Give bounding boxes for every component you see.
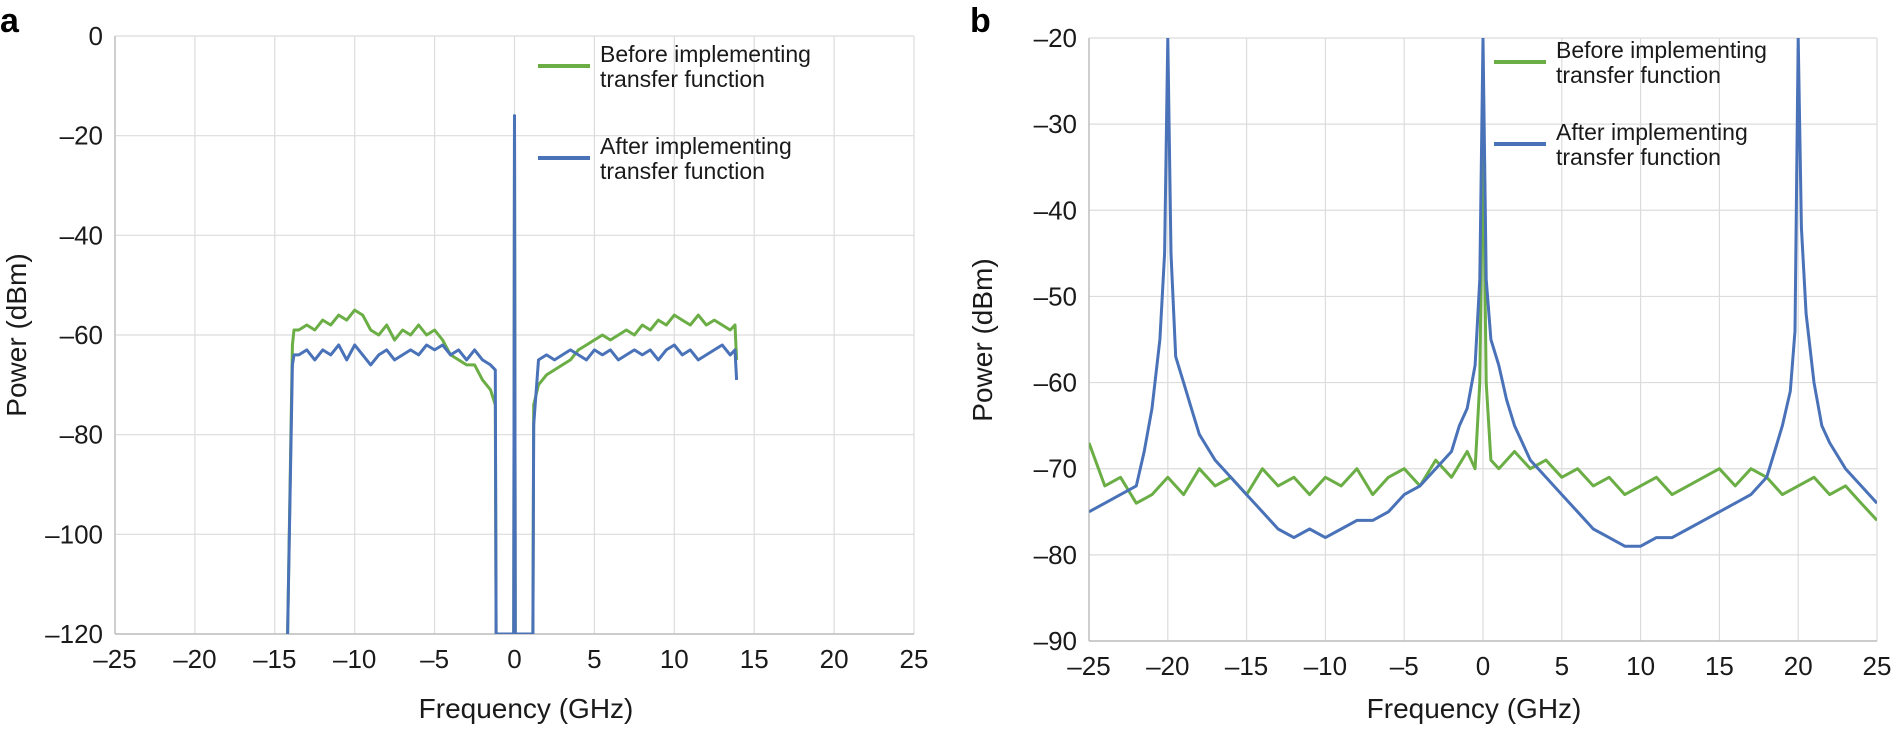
panel-b-x-tick-label: 25: [1863, 651, 1892, 681]
panel-b: b –25 –20 –15 –10 –5 0 5 10 15 20 25–20–30–40–50–6…: [967, 2, 1891, 724]
panel-b-series-after-line: [1089, 38, 1877, 548]
panel-a: a –25 –20 –15 –10 –5 0 5 10 15 20 250–20–40–60–80–…: [0, 2, 928, 724]
panel-b-x-tick-label: 10: [1626, 651, 1655, 681]
panel-b-y-tick-label: –60: [1034, 368, 1077, 398]
panel-b-y-tick-label: –70: [1034, 454, 1077, 484]
panel-b-x-axis-title: Frequency (GHz): [1367, 693, 1582, 724]
panel-b-x-tick-label: 15: [1705, 651, 1734, 681]
panel-a-legend-label-after: After implementing transfer function: [600, 133, 792, 184]
panel-a-x-tick-label: 0: [507, 644, 521, 674]
panel-a-y-tick-label: 0: [89, 21, 103, 51]
panel-a-x-tick-label: –15: [253, 644, 296, 674]
panel-b-x-tick-label: –20: [1146, 651, 1189, 681]
panel-b-legend: Before implementing transfer function Aft…: [1494, 37, 1767, 170]
panel-b-tick-labels: –25 –20 –15 –10 –5 0 5 10 15 20 25–20–30–40–50–60–…: [1034, 23, 1892, 681]
panel-a-y-tick-label: –40: [60, 220, 103, 250]
panel-a-x-tick-label: 10: [660, 644, 689, 674]
panel-a-series: [286, 114, 739, 634]
panel-b-y-tick-label: –20: [1034, 23, 1077, 53]
panel-b-x-tick-label: –15: [1225, 651, 1268, 681]
panel-a-x-tick-label: –5: [420, 644, 449, 674]
panel-a-x-tick-label: –25: [93, 644, 136, 674]
panel-a-y-tick-label: –60: [60, 320, 103, 350]
panel-a-series-after-line: [286, 114, 739, 634]
panel-b-legend-label-after: After implementing transfer function: [1556, 119, 1748, 170]
panel-a-legend: Before implementing transfer function Aft…: [538, 41, 811, 184]
panel-a-tick-labels: –25 –20 –15 –10 –5 0 5 10 15 20 25 0 –20 –40 –60 –80 –10…: [45, 21, 928, 674]
panel-b-series: [1089, 38, 1877, 548]
panel-b-y-tick-label: –40: [1034, 195, 1077, 225]
panel-a-x-axis-title: Frequency (GHz): [419, 693, 634, 724]
panel-a-y-tick-label: –100: [45, 519, 103, 549]
panel-b-x-tick-label: 0: [1476, 651, 1490, 681]
panel-a-y-tick-label: –80: [60, 420, 103, 450]
panel-a-y-tick-label: –20: [60, 121, 103, 151]
panel-a-x-tick-label: 5: [587, 644, 601, 674]
panel-a-y-tick-label: –120: [45, 619, 103, 649]
panel-a-legend-label-before: Before implementing transfer function: [600, 41, 811, 92]
panel-a-label: a: [0, 2, 20, 40]
panel-a-x-tick-label: –10: [333, 644, 376, 674]
panel-b-y-tick-label: –30: [1034, 109, 1077, 139]
panel-b-x-tick-label: –25: [1067, 651, 1110, 681]
panel-b-y-tick-label: –50: [1034, 281, 1077, 311]
panel-b-label: b: [970, 2, 991, 40]
panel-b-x-tick-label: –10: [1304, 651, 1347, 681]
panel-a-y-axis-title: Power (dBm): [1, 253, 32, 416]
panel-b-y-tick-label: –90: [1034, 626, 1077, 656]
panel-b-legend-label-before: Before implementing transfer function: [1556, 37, 1767, 88]
panel-b-x-tick-label: 20: [1784, 651, 1813, 681]
panel-b-y-tick-label: –80: [1034, 540, 1077, 570]
panel-a-x-tick-label: –20: [173, 644, 216, 674]
panel-a-x-tick-label: 20: [820, 644, 849, 674]
panel-b-x-tick-label: –5: [1390, 651, 1419, 681]
panel-b-x-tick-label: 5: [1555, 651, 1569, 681]
panel-a-x-tick-label: 15: [740, 644, 769, 674]
panel-a-x-tick-label: 25: [900, 644, 929, 674]
panel-b-y-axis-title: Power (dBm): [967, 258, 998, 421]
